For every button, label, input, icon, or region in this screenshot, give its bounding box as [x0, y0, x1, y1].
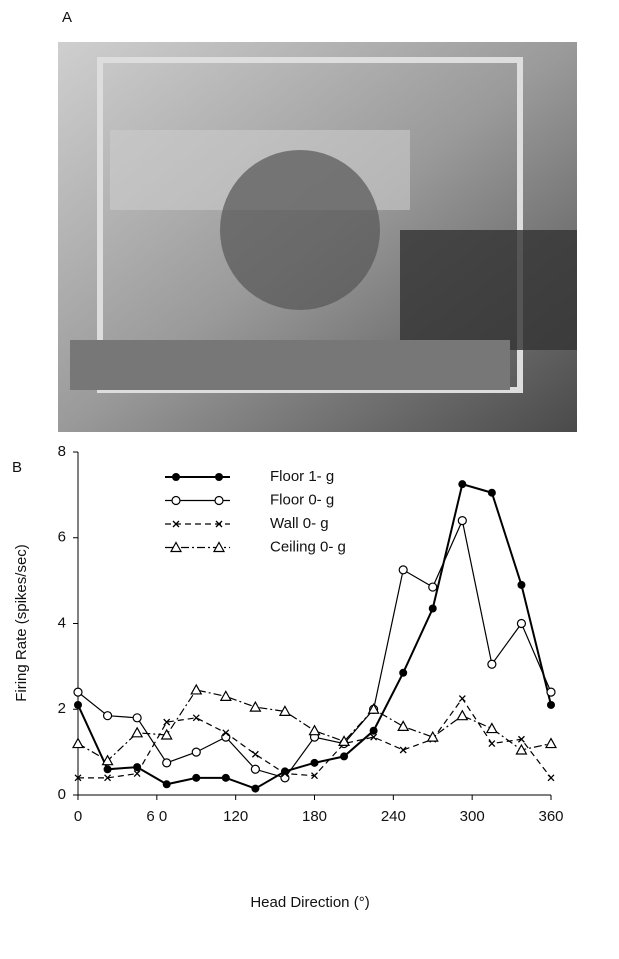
marker — [544, 737, 558, 749]
marker — [517, 580, 526, 589]
x-tick-label: 120 — [223, 808, 248, 825]
marker — [132, 713, 142, 723]
marker — [172, 473, 180, 481]
marker — [160, 728, 173, 740]
marker — [488, 740, 496, 748]
legend-label: Ceiling 0- g — [270, 538, 346, 555]
marker — [222, 729, 230, 737]
marker — [172, 520, 180, 528]
marker — [192, 714, 200, 722]
marker — [485, 722, 498, 734]
x-axis-label: Head Direction (°) — [250, 894, 369, 911]
panel-label: B — [12, 459, 22, 476]
marker — [251, 784, 260, 793]
marker — [133, 763, 142, 772]
marker — [369, 726, 378, 735]
x-tick-label: 180 — [302, 808, 327, 825]
y-tick-label: 6 — [58, 529, 66, 546]
marker — [192, 773, 201, 782]
y-axis-label: Firing Rate (spikes/sec) — [13, 544, 30, 702]
marker — [191, 747, 201, 757]
legend-label: Floor 1- g — [270, 468, 334, 485]
marker — [251, 750, 259, 758]
marker — [370, 733, 378, 741]
marker — [457, 515, 467, 526]
marker — [428, 604, 437, 613]
x-tick-label: 6 0 — [146, 808, 167, 825]
marker — [221, 773, 230, 782]
marker — [162, 758, 172, 768]
marker — [215, 473, 223, 481]
marker — [103, 765, 112, 774]
marker — [340, 752, 349, 761]
marker — [104, 774, 112, 782]
marker — [547, 700, 555, 709]
x-tick-label: 240 — [381, 808, 406, 825]
marker — [74, 774, 82, 782]
marker — [190, 683, 203, 695]
marker — [71, 737, 85, 749]
y-tick-label: 0 — [58, 786, 66, 803]
y-tick-label: 2 — [58, 700, 66, 717]
marker — [515, 743, 528, 755]
marker — [101, 754, 114, 766]
x-tick-label: 360 — [538, 808, 563, 825]
legend-label: Floor 0- g — [270, 491, 334, 508]
marker — [458, 695, 466, 702]
x-tick-label: 0 — [74, 808, 82, 825]
marker — [131, 726, 144, 738]
marker — [281, 770, 289, 778]
marker — [428, 582, 438, 592]
marker — [546, 687, 556, 697]
marker — [310, 758, 319, 767]
y-tick-label: 8 — [58, 443, 66, 460]
marker — [73, 687, 83, 697]
marker — [163, 718, 171, 726]
marker — [517, 735, 525, 743]
marker — [102, 711, 113, 721]
marker — [212, 541, 226, 553]
marker — [280, 773, 290, 783]
marker — [398, 565, 408, 575]
marker — [338, 735, 351, 747]
marker — [399, 746, 407, 754]
marker — [487, 659, 497, 669]
marker — [162, 780, 171, 789]
marker — [311, 772, 318, 780]
panel-label: A — [62, 9, 72, 26]
photo — [58, 42, 577, 432]
y-tick-label: 4 — [58, 614, 66, 631]
marker — [74, 700, 82, 709]
x-tick-label: 300 — [460, 808, 485, 825]
marker — [458, 480, 467, 489]
marker — [426, 730, 439, 742]
marker — [215, 520, 223, 528]
marker — [214, 495, 224, 506]
marker — [547, 774, 555, 782]
marker — [487, 488, 496, 497]
marker — [278, 705, 291, 716]
marker — [219, 690, 232, 701]
marker — [399, 668, 408, 677]
marker — [249, 700, 262, 712]
marker — [308, 724, 321, 736]
legend-label: Wall 0- g — [270, 515, 329, 532]
marker — [367, 703, 380, 714]
marker — [456, 709, 469, 721]
marker — [169, 541, 183, 553]
marker — [516, 618, 527, 629]
marker — [250, 764, 260, 774]
marker — [171, 495, 181, 506]
marker — [397, 720, 410, 731]
marker — [133, 770, 141, 778]
